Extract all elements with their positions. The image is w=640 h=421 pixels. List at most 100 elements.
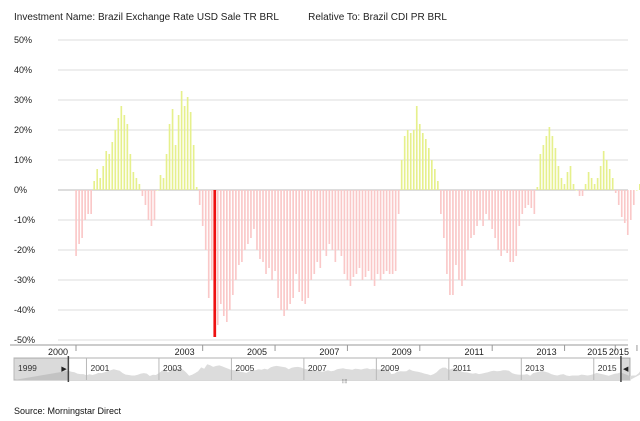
bar [551, 136, 554, 190]
bar [515, 190, 518, 256]
bar [322, 190, 325, 250]
bar [325, 190, 328, 256]
bar [617, 190, 620, 205]
bar [421, 133, 424, 190]
bar [548, 127, 551, 190]
bar [295, 190, 297, 274]
bar-series [75, 91, 640, 337]
bar [75, 190, 77, 256]
bar [443, 190, 445, 238]
bar [464, 190, 466, 280]
bar [213, 190, 217, 337]
bar [379, 190, 382, 280]
bar [319, 190, 322, 268]
bar [467, 190, 469, 250]
bar [138, 184, 141, 190]
bar [274, 190, 276, 271]
bar [566, 172, 569, 190]
y-tick-label: -20% [14, 245, 35, 255]
left-arrow-icon[interactable]: ◀ [623, 366, 629, 373]
bar [518, 190, 521, 226]
bar [265, 190, 267, 274]
bar [298, 190, 301, 292]
bar [165, 154, 168, 190]
bar [313, 190, 316, 274]
bar [198, 190, 201, 205]
scroll-grip-icon[interactable]: ⦙⦙⦙⦙ [342, 378, 347, 385]
relative-to-label: Relative To: [308, 12, 361, 23]
bar [144, 190, 147, 205]
bar [81, 190, 83, 238]
bar [225, 190, 228, 322]
bar [470, 190, 472, 238]
bar [301, 190, 304, 301]
y-tick-label: -30% [14, 275, 35, 285]
bar [494, 190, 496, 238]
bar [400, 160, 403, 190]
bar [530, 190, 533, 208]
bar [485, 190, 487, 214]
bar [244, 190, 246, 250]
bar [207, 190, 210, 298]
bar [524, 190, 527, 208]
bar [406, 130, 409, 190]
bar [388, 190, 391, 274]
bar [280, 190, 282, 310]
bar [337, 190, 340, 250]
x-tick-label: 2003 [175, 347, 195, 357]
navigator-year-label: 2011 [453, 363, 472, 373]
bar [159, 175, 162, 190]
range-navigator[interactable]: 1999 2001 2003 2005 2007 2009 2011 2013 2015 ▶ ◀ ⦙⦙… [13, 356, 640, 385]
bar [440, 190, 442, 214]
navigator-year-label: 2007 [308, 363, 327, 373]
bar [189, 112, 192, 190]
y-tick-label: 0% [14, 185, 27, 195]
bar [367, 190, 370, 271]
bar [403, 136, 406, 190]
navigator-year-label: 1999 [18, 363, 37, 373]
bar [418, 124, 421, 190]
relative-to-value: Brazil CDI PR BRL [363, 12, 447, 23]
bar [569, 166, 572, 190]
investment-name-value: Brazil Exchange Rate USD Sale TR BRL [97, 12, 279, 23]
bar [126, 124, 129, 190]
bar [415, 106, 418, 190]
y-tick-label: 20% [14, 125, 32, 135]
y-tick-label: 50% [14, 35, 32, 45]
x-tick-label: 2015 [587, 347, 607, 357]
bar [277, 190, 279, 298]
bar [99, 178, 102, 190]
bar [605, 160, 608, 190]
bar [521, 190, 524, 214]
y-tick-label: -50% [14, 335, 35, 345]
bar [545, 136, 548, 190]
bar [153, 190, 156, 220]
bar [102, 166, 105, 190]
bar [186, 97, 189, 190]
bar [578, 190, 581, 196]
y-tick-label: 40% [14, 65, 32, 75]
bar [509, 190, 512, 262]
bar [424, 139, 427, 190]
navigator-series [14, 364, 640, 380]
bar [587, 172, 590, 190]
bar [554, 148, 557, 190]
bar [310, 190, 313, 280]
bar [361, 190, 364, 280]
bar [192, 145, 195, 190]
right-arrow-icon[interactable]: ▶ [61, 366, 67, 373]
bar [599, 166, 602, 190]
bar [247, 190, 249, 244]
bar [479, 190, 481, 220]
bar [216, 190, 219, 325]
investment-name-label: Investment Name: [14, 12, 96, 23]
source-note: Source: Morningstar Direct [14, 406, 122, 416]
bar [626, 190, 629, 235]
bar [232, 190, 234, 295]
bar [268, 190, 270, 268]
bar [614, 190, 617, 193]
bar [629, 190, 632, 220]
bar [150, 190, 153, 226]
bar [105, 151, 108, 190]
